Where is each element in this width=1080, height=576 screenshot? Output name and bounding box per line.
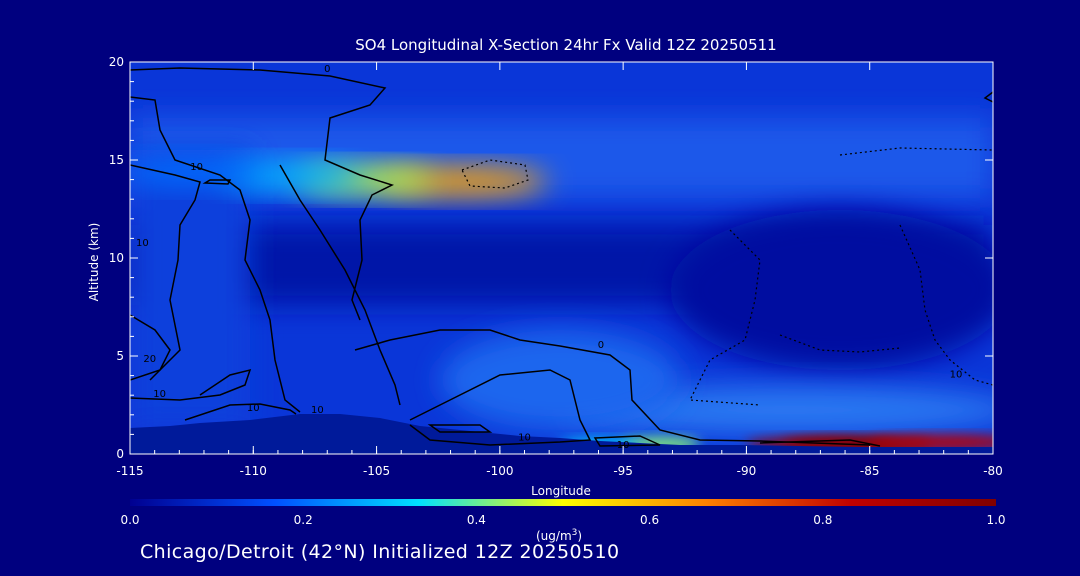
dotted-upper-loop [461, 159, 529, 189]
contour-labels: 0 10 10 20 10 10 10 0 10 10 10 [136, 64, 962, 451]
contour-20-left [130, 314, 171, 381]
x-axis: -115 -110 -105 -100 -95 -90 -85 -80 [116, 62, 1003, 478]
contour-lines [130, 67, 993, 447]
contour-10-bottom [593, 435, 661, 447]
contour-right-top [983, 91, 993, 103]
x-tick-label-2: -105 [363, 464, 390, 478]
colorbar-tick-label-5: 1.0 [986, 513, 1005, 527]
x-tick-label-7: -80 [983, 464, 1003, 478]
colorbar-unit-main: (ug/m [536, 529, 572, 543]
chart-title: SO4 Longitudinal X-Section 24hr Fx Valid… [355, 36, 776, 54]
colorbar-gradient [130, 499, 996, 506]
x-axis-label: Longitude [531, 484, 591, 498]
dotted-right-low [779, 334, 901, 353]
contour-label-6: 10 [311, 405, 324, 416]
contour-label-8: 10 [518, 432, 531, 443]
contour-10-low2 [184, 403, 297, 421]
colorbar-unit-end: ) [577, 529, 582, 543]
x-tick-label-4: -95 [613, 464, 633, 478]
colorbar: 0.0 0.2 0.4 0.6 0.8 1.0 (ug/m3) [120, 499, 1006, 543]
low-mid-plume [440, 330, 680, 430]
x-tick-label-3: -100 [486, 464, 513, 478]
x-tick-label-1: -110 [240, 464, 267, 478]
colorbar-tick-label-0: 0.0 [120, 513, 139, 527]
contour-label-5: 10 [247, 403, 260, 414]
y-tick-label-0: 0 [116, 447, 124, 461]
feature-blob-6 [868, 435, 993, 450]
colorbar-unit-sup: 3 [572, 528, 578, 538]
feature-blob-3 [130, 157, 262, 186]
colorbar-tick-label-3: 0.6 [640, 513, 659, 527]
contour-label-0: 0 [324, 64, 330, 75]
contour-mid [279, 164, 401, 406]
plot-area: 0 10 10 20 10 10 10 0 10 10 10 [130, 62, 993, 454]
contour-10-upperleft [130, 164, 201, 381]
contour-label-2: 10 [136, 238, 149, 249]
colorbar-tick-label-1: 0.2 [294, 513, 313, 527]
x-tick-label-6: -85 [860, 464, 880, 478]
contour-10-rightbottom [759, 439, 881, 447]
y-axis-label: Altitude (km) [87, 223, 101, 302]
contour-label-9: 10 [617, 440, 630, 451]
contour-10-low [130, 368, 252, 401]
colorbar-unit: (ug/m3) [536, 528, 582, 543]
y-tick-label-4: 20 [109, 55, 124, 69]
dotted-right-far [899, 224, 993, 386]
dotted-contours [461, 147, 993, 406]
colorbar-tick-label-2: 0.4 [467, 513, 486, 527]
field-layers [130, 118, 993, 434]
y-tick-label-3: 15 [109, 153, 124, 167]
contour-10-low-mid [409, 369, 592, 446]
y-tick-label-2: 10 [109, 251, 124, 265]
y-axis: 0 5 10 15 20 [109, 55, 993, 461]
x-tick-label-5: -90 [737, 464, 757, 478]
contour-10-loop [202, 179, 232, 185]
x-tick-label-0: -115 [116, 464, 143, 478]
contour-10-left [130, 96, 301, 413]
y-tick-label-1: 5 [116, 349, 124, 363]
contour-label-3: 20 [143, 354, 156, 365]
terrain-surface [130, 414, 993, 454]
contour-0-midplume [354, 329, 871, 446]
contour-label-7: 0 [598, 340, 604, 351]
contour-label-1: 10 [190, 162, 203, 173]
colorbar-ticks: 0.0 0.2 0.4 0.6 0.8 1.0 [120, 513, 1005, 527]
contour-10-lowloop [427, 424, 493, 433]
contour-label-10: 10 [950, 370, 963, 381]
contour-label-4: 10 [153, 389, 166, 400]
contour-0-upper [130, 67, 394, 321]
footer-caption: Chicago/Detroit (42°N) Initialized 12Z 2… [140, 541, 620, 563]
right-mid-dark [670, 210, 993, 370]
left-column [130, 150, 250, 430]
colorbar-tick-label-4: 0.8 [813, 513, 832, 527]
dotted-right-upper [839, 147, 993, 156]
